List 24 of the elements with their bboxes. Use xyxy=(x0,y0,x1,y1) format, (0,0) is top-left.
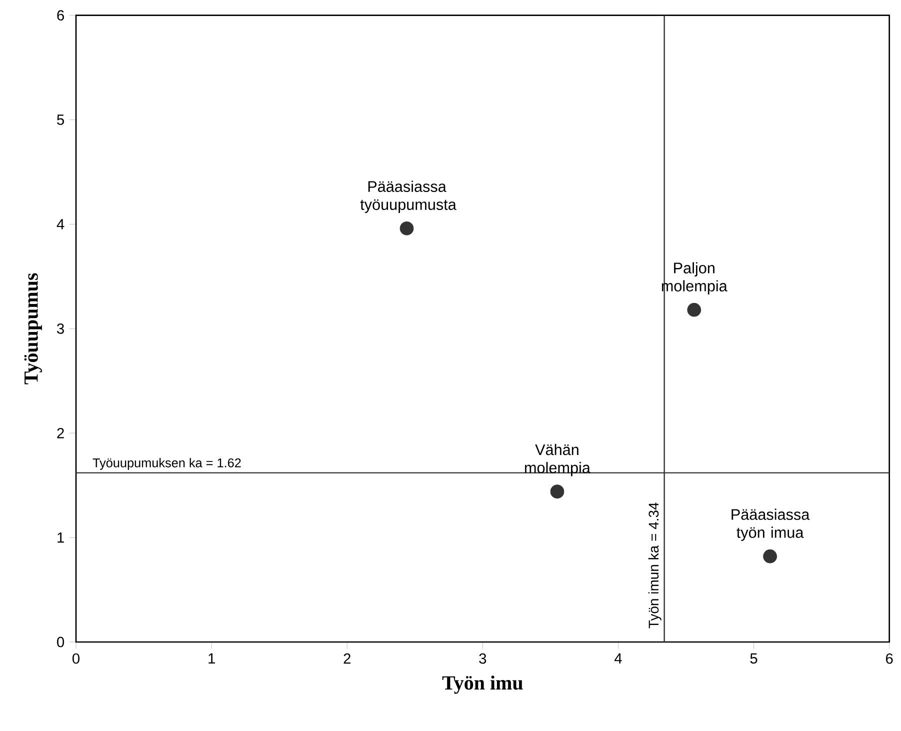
y-tick-label: 1 xyxy=(58,532,64,543)
point xyxy=(400,221,414,236)
ref-line-label: Työuupumuksen ka = 1.62 xyxy=(92,458,241,470)
x-tick-label: 1 xyxy=(208,653,215,664)
annotation: Pääasiassa työn imua xyxy=(732,508,810,541)
x-tick-label: 5 xyxy=(750,653,758,664)
point xyxy=(687,302,702,317)
x-tick-label: 3 xyxy=(479,653,486,664)
x-tick-label: 0 xyxy=(72,653,80,664)
y-tick-label: 5 xyxy=(57,114,64,125)
y-tick-label: 2 xyxy=(57,428,64,438)
y-tick-label: 4 xyxy=(56,219,64,230)
point xyxy=(550,484,564,499)
annotation: Pääasiassa työuupumusta xyxy=(360,180,456,214)
x-tick-label: 4 xyxy=(614,653,622,664)
y-tick-label: 6 xyxy=(57,10,64,21)
y-tick-label: 3 xyxy=(57,323,64,334)
ref-line-label: Työn imun ka = 4.34 xyxy=(648,502,662,628)
y-tick-label: 0 xyxy=(57,636,64,648)
x-tick-label: 6 xyxy=(886,653,893,664)
y-axis-title: Työuupumus xyxy=(24,273,42,384)
x-tick-label: 2 xyxy=(344,653,350,664)
x-axis-title: Työn imu xyxy=(442,676,523,694)
point xyxy=(763,549,777,564)
